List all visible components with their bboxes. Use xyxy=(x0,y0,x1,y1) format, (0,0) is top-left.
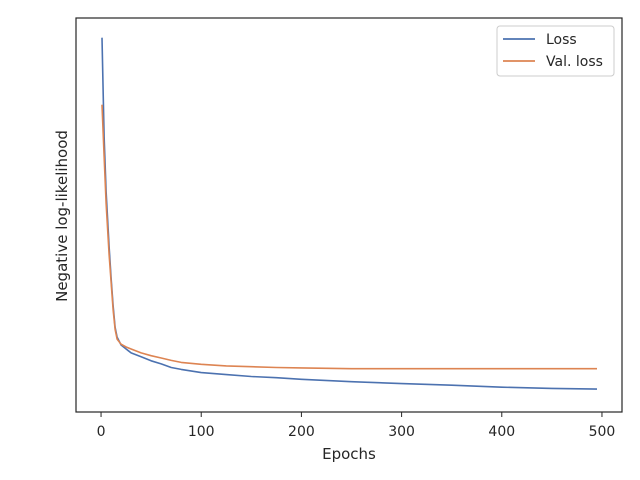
x-tick-label: 200 xyxy=(288,424,315,440)
x-axis-ticks: 0 100 200 300 400 500 xyxy=(97,412,616,440)
series-line-val-loss xyxy=(101,104,597,370)
x-tick-label: 300 xyxy=(388,424,415,440)
plot-frame xyxy=(75,17,623,413)
legend: Loss Val. loss xyxy=(496,25,615,77)
x-tick-label: 400 xyxy=(488,424,515,440)
series-line-loss xyxy=(101,37,598,390)
x-tick-label: 0 xyxy=(97,424,106,440)
legend-label-loss: Loss xyxy=(546,32,577,48)
x-tick-label: 500 xyxy=(589,424,616,440)
x-tick-label: 100 xyxy=(188,424,215,440)
y-axis-title: Negative log-likelihood xyxy=(53,130,71,302)
x-axis-title: Epochs xyxy=(322,445,376,463)
legend-label-val-loss: Val. loss xyxy=(546,54,603,70)
plot-lines xyxy=(101,37,598,390)
